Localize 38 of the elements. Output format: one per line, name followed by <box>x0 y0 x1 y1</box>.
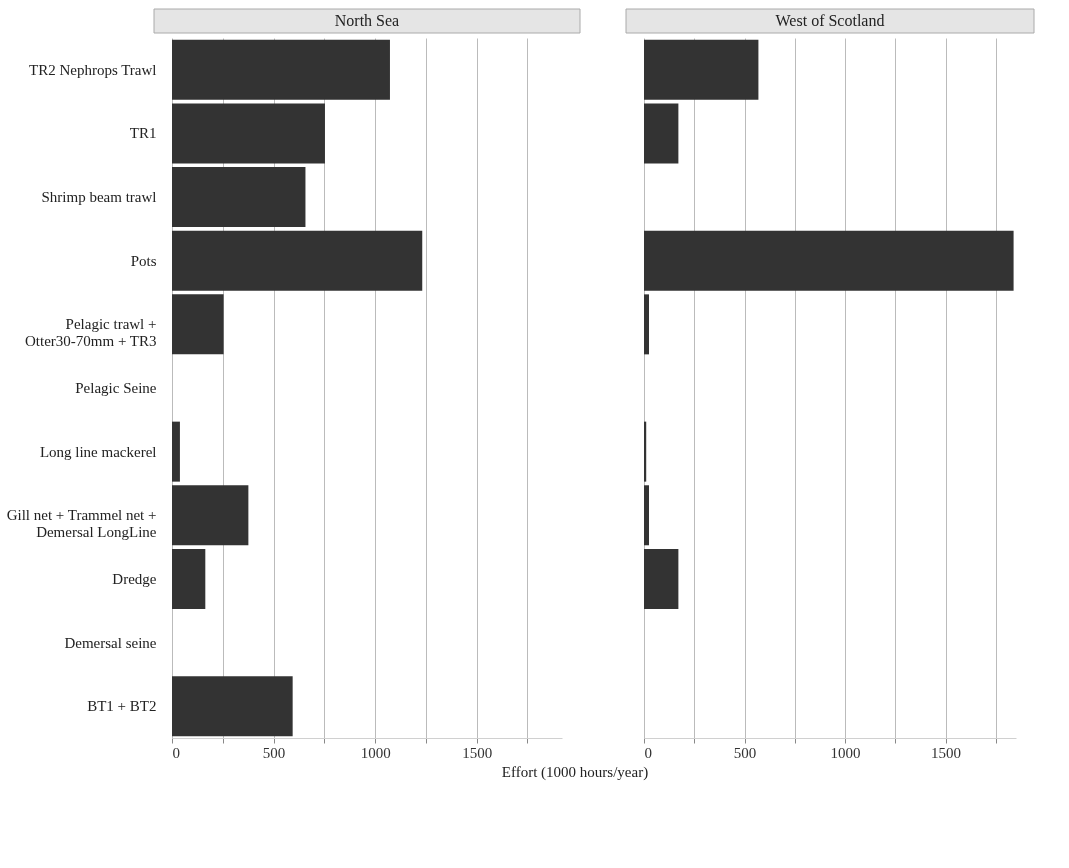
x-tick-label: 1500 <box>462 744 493 761</box>
bar <box>644 548 679 609</box>
bar <box>644 230 1014 291</box>
y-tick-label: TR2 Nephrops Trawl <box>28 61 157 78</box>
y-tick-label: Pots <box>130 252 157 269</box>
bar <box>172 676 293 737</box>
bar <box>172 39 390 100</box>
x-tick-label: 0 <box>172 744 180 761</box>
y-tick-label: TR1 <box>129 125 157 142</box>
bar <box>644 294 650 355</box>
y-tick-label: BT1 + BT2 <box>87 698 157 715</box>
y-tick-label: Shrimp beam trawl <box>41 189 157 206</box>
bar <box>172 294 224 355</box>
bar <box>644 39 759 100</box>
x-tick-label: 1500 <box>931 744 962 761</box>
bar <box>172 421 180 482</box>
x-axis-title: Effort (1000 hours/year) <box>501 764 649 781</box>
y-tick-label: Dredge <box>112 570 157 587</box>
y-tick-label: Pelagic Seine <box>75 380 157 396</box>
bar <box>172 548 206 609</box>
x-tick-label: 1000 <box>360 744 391 761</box>
x-tick-label: 0 <box>644 744 652 761</box>
x-tick-label: 500 <box>733 744 757 761</box>
y-tick-label: Demersal seine <box>64 634 157 651</box>
chart-title: North Sea <box>334 12 400 29</box>
y-tick-label: Pelagic trawl + Otter30-70mm + TR3 <box>24 316 157 350</box>
bar <box>644 485 650 546</box>
bar <box>172 230 423 291</box>
bar <box>172 485 249 546</box>
y-tick-label: Long line mackerel <box>39 443 157 460</box>
bar <box>644 421 647 482</box>
bar <box>644 103 679 164</box>
bar <box>172 103 325 164</box>
x-tick-label: 500 <box>262 744 286 761</box>
bar <box>172 167 306 228</box>
x-tick-label: 1000 <box>830 744 861 761</box>
chart-title: West of Scotland <box>775 12 885 29</box>
y-tick-label: Gill net + Trammel net + Demersal LongLine <box>6 507 157 541</box>
